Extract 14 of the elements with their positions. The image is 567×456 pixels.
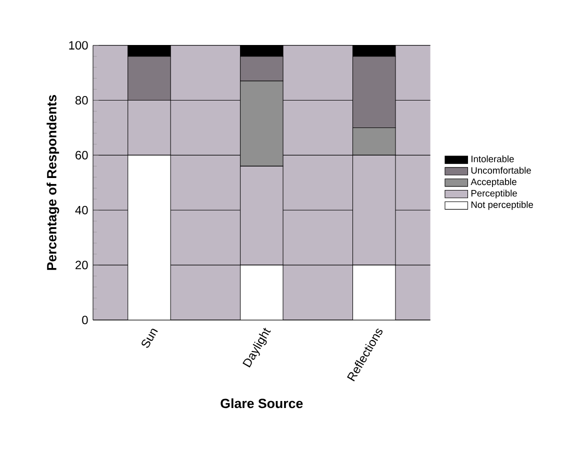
y-tick-label: 80 <box>75 96 88 105</box>
y-axis-title: Percentage of Respondents <box>46 95 60 270</box>
legend-label: Intolerable <box>472 155 514 162</box>
legend-label: Acceptable <box>470 178 516 187</box>
x-axis-title: Glare Source <box>220 398 303 408</box>
y-tick-label: 0 <box>82 316 88 324</box>
x-tick-label: Sun <box>142 328 158 348</box>
y-tick-label: 40 <box>75 206 88 214</box>
legend-label: Perceptible <box>471 190 517 198</box>
y-tick-label: 100 <box>69 41 88 50</box>
y-tick-label: 20 <box>76 260 88 270</box>
y-tick-label: 60 <box>76 150 88 160</box>
legend-label: Not perceptible <box>471 201 534 210</box>
legend-label: Uncomfortable <box>471 166 531 174</box>
